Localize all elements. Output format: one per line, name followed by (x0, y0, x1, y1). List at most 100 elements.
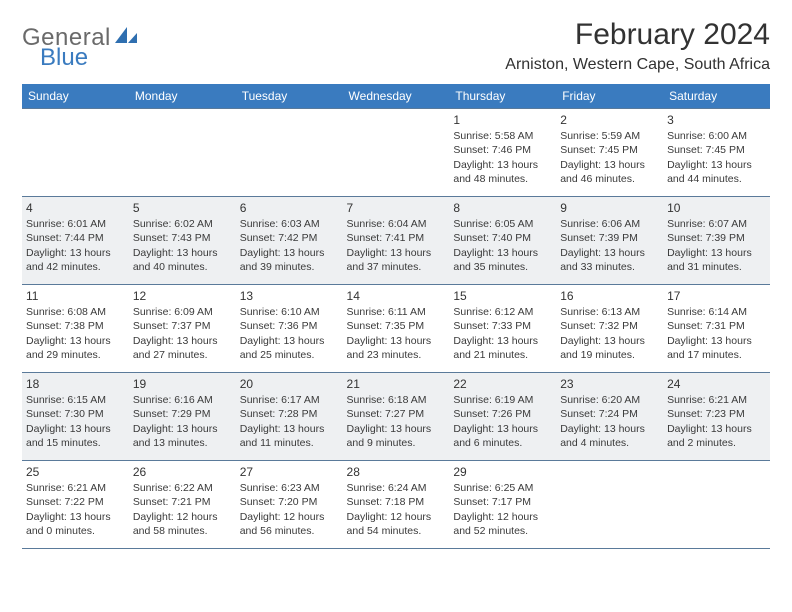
sunrise-text: Sunrise: 6:21 AM (667, 393, 766, 407)
location: Arniston, Western Cape, South Africa (505, 56, 770, 74)
calendar-cell: 15Sunrise: 6:12 AMSunset: 7:33 PMDayligh… (449, 285, 556, 373)
sunset-text: Sunset: 7:45 PM (560, 143, 659, 157)
calendar-cell: 16Sunrise: 6:13 AMSunset: 7:32 PMDayligh… (556, 285, 663, 373)
sunrise-text: Sunrise: 6:10 AM (240, 305, 339, 319)
sunset-text: Sunset: 7:37 PM (133, 319, 232, 333)
sunset-text: Sunset: 7:39 PM (560, 231, 659, 245)
sunrise-text: Sunrise: 6:22 AM (133, 481, 232, 495)
sunrise-text: Sunrise: 6:20 AM (560, 393, 659, 407)
calendar-cell (663, 461, 770, 549)
day-header: Friday (556, 84, 663, 109)
sunrise-text: Sunrise: 6:25 AM (453, 481, 552, 495)
day-number: 21 (347, 376, 446, 392)
sunrise-text: Sunrise: 6:08 AM (26, 305, 125, 319)
logo-sub-wrap: Blue (40, 44, 88, 72)
calendar-cell: 4Sunrise: 6:01 AMSunset: 7:44 PMDaylight… (22, 197, 129, 285)
sunset-text: Sunset: 7:45 PM (667, 143, 766, 157)
day-header: Monday (129, 84, 236, 109)
daylight-text: Daylight: 13 hours and 19 minutes. (560, 334, 659, 362)
day-number: 19 (133, 376, 232, 392)
daylight-text: Daylight: 12 hours and 56 minutes. (240, 510, 339, 538)
daylight-text: Daylight: 13 hours and 6 minutes. (453, 422, 552, 450)
calendar-row: 1Sunrise: 5:58 AMSunset: 7:46 PMDaylight… (22, 109, 770, 197)
day-header: Wednesday (343, 84, 450, 109)
calendar-cell: 23Sunrise: 6:20 AMSunset: 7:24 PMDayligh… (556, 373, 663, 461)
calendar-cell: 25Sunrise: 6:21 AMSunset: 7:22 PMDayligh… (22, 461, 129, 549)
day-number: 11 (26, 288, 125, 304)
header: General February 2024 Arniston, Western … (22, 18, 770, 78)
sunrise-text: Sunrise: 6:21 AM (26, 481, 125, 495)
calendar-cell: 29Sunrise: 6:25 AMSunset: 7:17 PMDayligh… (449, 461, 556, 549)
sunrise-text: Sunrise: 6:05 AM (453, 217, 552, 231)
calendar-cell (236, 109, 343, 197)
sunset-text: Sunset: 7:26 PM (453, 407, 552, 421)
sunset-text: Sunset: 7:22 PM (26, 495, 125, 509)
day-header-row: SundayMondayTuesdayWednesdayThursdayFrid… (22, 84, 770, 109)
daylight-text: Daylight: 13 hours and 44 minutes. (667, 158, 766, 186)
calendar-cell: 8Sunrise: 6:05 AMSunset: 7:40 PMDaylight… (449, 197, 556, 285)
calendar-cell: 5Sunrise: 6:02 AMSunset: 7:43 PMDaylight… (129, 197, 236, 285)
day-number: 9 (560, 200, 659, 216)
calendar-body: 1Sunrise: 5:58 AMSunset: 7:46 PMDaylight… (22, 109, 770, 549)
day-header: Saturday (663, 84, 770, 109)
sunrise-text: Sunrise: 6:18 AM (347, 393, 446, 407)
sunrise-text: Sunrise: 6:16 AM (133, 393, 232, 407)
day-number: 14 (347, 288, 446, 304)
daylight-text: Daylight: 13 hours and 23 minutes. (347, 334, 446, 362)
sunset-text: Sunset: 7:28 PM (240, 407, 339, 421)
calendar-head: SundayMondayTuesdayWednesdayThursdayFrid… (22, 84, 770, 109)
daylight-text: Daylight: 13 hours and 13 minutes. (133, 422, 232, 450)
sunset-text: Sunset: 7:17 PM (453, 495, 552, 509)
day-number: 27 (240, 464, 339, 480)
day-number: 25 (26, 464, 125, 480)
sunset-text: Sunset: 7:21 PM (133, 495, 232, 509)
daylight-text: Daylight: 12 hours and 54 minutes. (347, 510, 446, 538)
daylight-text: Daylight: 13 hours and 21 minutes. (453, 334, 552, 362)
calendar-table: SundayMondayTuesdayWednesdayThursdayFrid… (22, 84, 770, 549)
title-block: February 2024 Arniston, Western Cape, So… (505, 18, 770, 78)
day-number: 10 (667, 200, 766, 216)
day-header: Sunday (22, 84, 129, 109)
day-number: 29 (453, 464, 552, 480)
sunrise-text: Sunrise: 6:01 AM (26, 217, 125, 231)
sunset-text: Sunset: 7:33 PM (453, 319, 552, 333)
calendar-cell: 24Sunrise: 6:21 AMSunset: 7:23 PMDayligh… (663, 373, 770, 461)
calendar-cell: 20Sunrise: 6:17 AMSunset: 7:28 PMDayligh… (236, 373, 343, 461)
daylight-text: Daylight: 13 hours and 25 minutes. (240, 334, 339, 362)
calendar-cell (129, 109, 236, 197)
calendar-cell: 17Sunrise: 6:14 AMSunset: 7:31 PMDayligh… (663, 285, 770, 373)
day-number: 7 (347, 200, 446, 216)
daylight-text: Daylight: 13 hours and 27 minutes. (133, 334, 232, 362)
daylight-text: Daylight: 13 hours and 15 minutes. (26, 422, 125, 450)
sunset-text: Sunset: 7:36 PM (240, 319, 339, 333)
sunrise-text: Sunrise: 6:02 AM (133, 217, 232, 231)
calendar-cell: 28Sunrise: 6:24 AMSunset: 7:18 PMDayligh… (343, 461, 450, 549)
month-title: February 2024 (505, 18, 770, 52)
sunrise-text: Sunrise: 6:03 AM (240, 217, 339, 231)
daylight-text: Daylight: 13 hours and 39 minutes. (240, 246, 339, 274)
sunset-text: Sunset: 7:20 PM (240, 495, 339, 509)
sail-icon (113, 25, 139, 50)
sunrise-text: Sunrise: 6:24 AM (347, 481, 446, 495)
daylight-text: Daylight: 13 hours and 37 minutes. (347, 246, 446, 274)
sunset-text: Sunset: 7:43 PM (133, 231, 232, 245)
day-number: 20 (240, 376, 339, 392)
day-number: 18 (26, 376, 125, 392)
logo-text-2: Blue (40, 44, 88, 71)
calendar-cell: 19Sunrise: 6:16 AMSunset: 7:29 PMDayligh… (129, 373, 236, 461)
day-number: 28 (347, 464, 446, 480)
sunset-text: Sunset: 7:18 PM (347, 495, 446, 509)
calendar-page: General February 2024 Arniston, Western … (0, 0, 792, 549)
calendar-cell: 1Sunrise: 5:58 AMSunset: 7:46 PMDaylight… (449, 109, 556, 197)
calendar-row: 18Sunrise: 6:15 AMSunset: 7:30 PMDayligh… (22, 373, 770, 461)
daylight-text: Daylight: 13 hours and 42 minutes. (26, 246, 125, 274)
sunset-text: Sunset: 7:27 PM (347, 407, 446, 421)
daylight-text: Daylight: 13 hours and 29 minutes. (26, 334, 125, 362)
sunset-text: Sunset: 7:35 PM (347, 319, 446, 333)
calendar-cell: 12Sunrise: 6:09 AMSunset: 7:37 PMDayligh… (129, 285, 236, 373)
sunrise-text: Sunrise: 6:06 AM (560, 217, 659, 231)
calendar-cell: 18Sunrise: 6:15 AMSunset: 7:30 PMDayligh… (22, 373, 129, 461)
daylight-text: Daylight: 13 hours and 2 minutes. (667, 422, 766, 450)
day-number: 3 (667, 112, 766, 128)
sunrise-text: Sunrise: 6:00 AM (667, 129, 766, 143)
